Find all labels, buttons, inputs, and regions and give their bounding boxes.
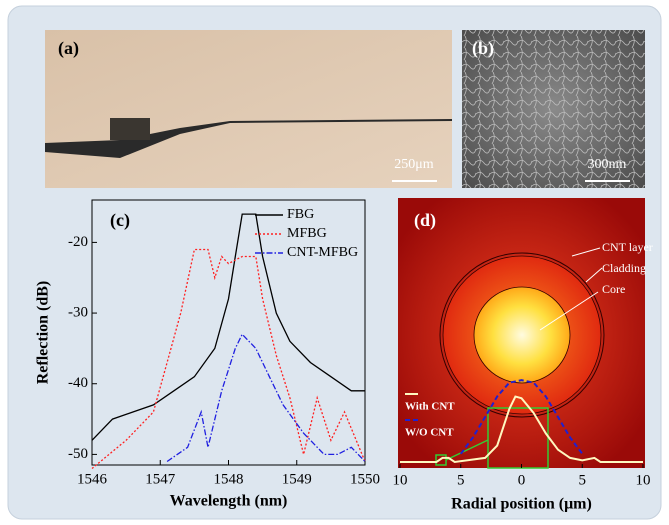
x-tick-label: 5 — [579, 472, 587, 488]
y-tick-label: -50 — [68, 446, 88, 462]
micrograph-a — [45, 30, 452, 188]
y-tick-label: -30 — [68, 305, 88, 321]
annotation: Core — [602, 282, 625, 296]
scale-text: 300nm — [588, 157, 627, 172]
x-tick-label: 10 — [393, 472, 408, 488]
x-tick-label: 0 — [518, 472, 526, 488]
legend-label: W/O CNT — [405, 427, 454, 439]
x-tick-label: 1549 — [282, 471, 312, 487]
x-tick-label: 5 — [457, 472, 465, 488]
x-tick-label: 1548 — [214, 471, 244, 487]
y-tick-label: -40 — [68, 375, 88, 391]
x-tick-label: 1550 — [350, 471, 380, 487]
fiber-holder — [110, 118, 150, 140]
annotation: Cladding — [602, 261, 646, 275]
x-tick-label: 10 — [636, 472, 651, 488]
panel-label: (d) — [414, 210, 436, 231]
x-tick-label: 1546 — [77, 471, 108, 487]
legend-label: With CNT — [405, 401, 455, 413]
legend-label: CNT-MFBG — [287, 245, 358, 260]
panel-label: (c) — [110, 210, 130, 231]
core — [474, 287, 570, 383]
annotation: CNT layer — [602, 240, 653, 254]
y-axis-label: Reflection (dB) — [35, 281, 52, 385]
panel-label: (b) — [472, 38, 494, 59]
x-tick-label: 1547 — [145, 471, 176, 487]
panel-label: (a) — [58, 38, 79, 59]
legend-label: FBG — [287, 207, 314, 222]
y-tick-label: -20 — [68, 234, 88, 250]
x-axis-label: Wavelength (nm) — [170, 493, 288, 510]
scale-text: 250μm — [394, 157, 434, 172]
figure: (a) 250μm (b) 300nm -50 -40 -30 -20 1546 1547… — [0, 0, 669, 525]
legend-label: MFBG — [287, 226, 327, 241]
x-axis-label: Radial position (μm) — [451, 496, 592, 513]
